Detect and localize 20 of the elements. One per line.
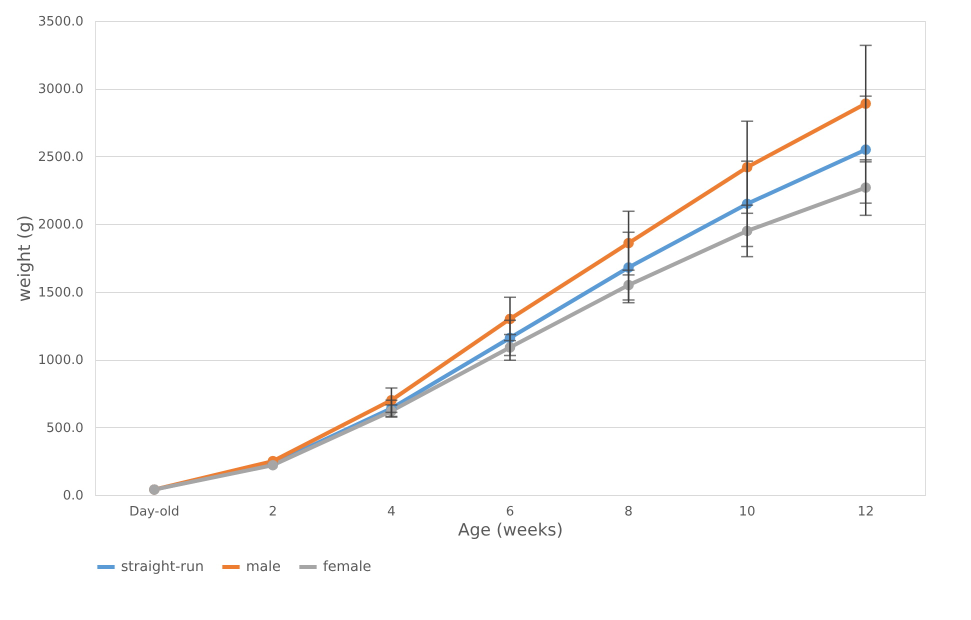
y-tick-label: 1500.0 bbox=[38, 285, 84, 300]
x-tick-label: 6 bbox=[506, 504, 514, 520]
y-tick-label: 2000.0 bbox=[38, 218, 84, 233]
y-tick-label: 3000.0 bbox=[38, 82, 84, 98]
x-tick-label: 10 bbox=[738, 504, 756, 520]
legend-label: male bbox=[246, 559, 281, 575]
y-tick-label: 2500.0 bbox=[38, 150, 84, 165]
x-tick-label: Day-old bbox=[129, 504, 180, 520]
x-tick-label: 2 bbox=[268, 504, 277, 520]
y-axis-title: weight (g) bbox=[15, 215, 36, 302]
x-tick-label: 12 bbox=[857, 504, 874, 520]
y-tick-label: 3500.0 bbox=[38, 14, 84, 30]
legend-label: female bbox=[323, 559, 372, 575]
y-tick-label: 0.0 bbox=[62, 488, 84, 504]
x-tick-label: 4 bbox=[387, 504, 396, 520]
x-axis-title: Age (weeks) bbox=[458, 520, 564, 540]
y-tick-label: 1000.0 bbox=[38, 353, 84, 368]
y-tick-label: 500.0 bbox=[46, 420, 84, 436]
x-tick-label: 8 bbox=[624, 504, 633, 520]
legend-label: straight-run bbox=[121, 559, 204, 575]
